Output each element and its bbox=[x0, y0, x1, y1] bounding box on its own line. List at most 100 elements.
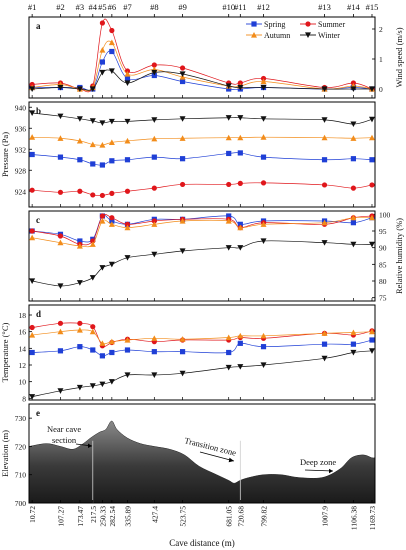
y-tick-label: 928 bbox=[15, 166, 27, 175]
data-point bbox=[57, 348, 64, 354]
data-point bbox=[76, 137, 83, 144]
legend-label: Summer bbox=[318, 20, 345, 29]
site-label: #1 bbox=[28, 2, 37, 12]
data-point bbox=[226, 150, 232, 157]
data-point bbox=[29, 134, 36, 140]
y-tick-label: 730 bbox=[15, 414, 27, 423]
data-point bbox=[225, 115, 232, 121]
data-point bbox=[179, 156, 186, 162]
data-point bbox=[99, 162, 106, 168]
panel-frame bbox=[28, 210, 376, 302]
data-point bbox=[57, 154, 64, 160]
data-point bbox=[260, 116, 267, 122]
data-point bbox=[237, 364, 244, 370]
series-winter bbox=[29, 110, 375, 128]
data-point bbox=[99, 69, 106, 76]
y-axis-label: Pressure (Pa) bbox=[0, 132, 10, 177]
series-winter bbox=[29, 68, 375, 92]
panel-e: e 700 710 720 730 Elevation (m) Near cave secti… bbox=[0, 403, 377, 548]
panel-label: e bbox=[36, 408, 40, 418]
data-point bbox=[225, 83, 232, 89]
data-point bbox=[89, 86, 96, 92]
panel-frame bbox=[28, 101, 376, 208]
data-point bbox=[151, 218, 157, 224]
annotation-arrowhead bbox=[228, 457, 234, 463]
data-point bbox=[77, 238, 83, 244]
x-tick-label: 720.68 bbox=[236, 506, 245, 527]
data-point bbox=[179, 78, 186, 85]
data-point bbox=[350, 86, 357, 92]
data-point bbox=[124, 137, 131, 144]
data-point bbox=[260, 238, 267, 244]
data-point bbox=[99, 192, 106, 199]
series-line bbox=[32, 322, 373, 347]
series-spring bbox=[29, 48, 375, 92]
x-tick-label: 681.05 bbox=[225, 506, 234, 527]
x-tick-label: 173.47 bbox=[76, 506, 85, 527]
series-spring bbox=[29, 337, 375, 359]
x-tick-label: 250.33 bbox=[98, 506, 107, 527]
y-tick-label: 80 bbox=[379, 277, 387, 286]
data-point bbox=[151, 349, 157, 355]
series-line bbox=[32, 339, 373, 357]
series-line bbox=[32, 50, 373, 91]
data-point bbox=[350, 341, 357, 347]
x-tick-label: 107.27 bbox=[56, 506, 65, 527]
data-point bbox=[124, 255, 131, 261]
data-point bbox=[350, 220, 357, 226]
series-line bbox=[32, 214, 373, 246]
data-point bbox=[76, 384, 83, 391]
data-point bbox=[29, 332, 36, 338]
y-axis-label: Wind speed (m/s) bbox=[394, 27, 404, 87]
series-autumn bbox=[29, 39, 375, 92]
data-point bbox=[260, 362, 267, 368]
data-point bbox=[350, 241, 357, 248]
data-point bbox=[151, 69, 158, 76]
series-line bbox=[32, 240, 372, 287]
data-point bbox=[57, 84, 64, 91]
legend: Spring Summer Autumn Winter bbox=[246, 20, 345, 40]
legend-marker bbox=[305, 21, 311, 27]
annotation-deep-zone: Deep zone bbox=[300, 457, 336, 467]
panel-b: b 924 928 932 936 940 Pressure (Pa) bbox=[0, 101, 376, 208]
panel-frame bbox=[28, 403, 376, 504]
data-point bbox=[321, 182, 328, 188]
annotation-arrowhead bbox=[329, 468, 333, 474]
y-tick-label: 924 bbox=[15, 187, 27, 196]
data-point bbox=[368, 214, 375, 221]
data-point bbox=[108, 68, 115, 74]
series-autumn bbox=[29, 214, 375, 249]
data-point bbox=[237, 340, 243, 346]
site-label: #8 bbox=[150, 2, 159, 12]
data-point bbox=[260, 84, 267, 91]
data-point bbox=[108, 39, 115, 46]
data-point bbox=[179, 181, 186, 188]
x-tick-label: 1106.38 bbox=[349, 506, 358, 530]
data-point bbox=[29, 394, 36, 400]
data-point bbox=[179, 370, 186, 377]
data-point bbox=[109, 349, 115, 356]
x-tick-label: 427.4 bbox=[150, 506, 159, 523]
data-point bbox=[108, 379, 115, 385]
data-point bbox=[108, 139, 115, 146]
data-point bbox=[90, 347, 96, 353]
data-point bbox=[237, 80, 243, 86]
series-autumn bbox=[29, 134, 375, 148]
y-tick-label: 16 bbox=[19, 328, 27, 337]
data-point bbox=[226, 213, 232, 219]
data-point bbox=[77, 344, 83, 350]
data-point bbox=[179, 336, 186, 342]
y-tick-label: 936 bbox=[15, 124, 27, 133]
data-point bbox=[260, 221, 267, 227]
data-point bbox=[151, 154, 157, 160]
data-point bbox=[90, 161, 96, 167]
y-tick-label: 90 bbox=[379, 244, 387, 253]
data-point bbox=[151, 117, 158, 123]
data-point bbox=[124, 224, 131, 231]
data-point bbox=[109, 158, 115, 164]
data-point bbox=[179, 349, 186, 355]
data-point bbox=[321, 355, 328, 362]
site-label-axis: #1 #2 #3 #4 #5 #6 #7 #8 #9 #10 #11 #12 #13 #14 #15 bbox=[28, 2, 378, 18]
data-point bbox=[99, 142, 106, 148]
